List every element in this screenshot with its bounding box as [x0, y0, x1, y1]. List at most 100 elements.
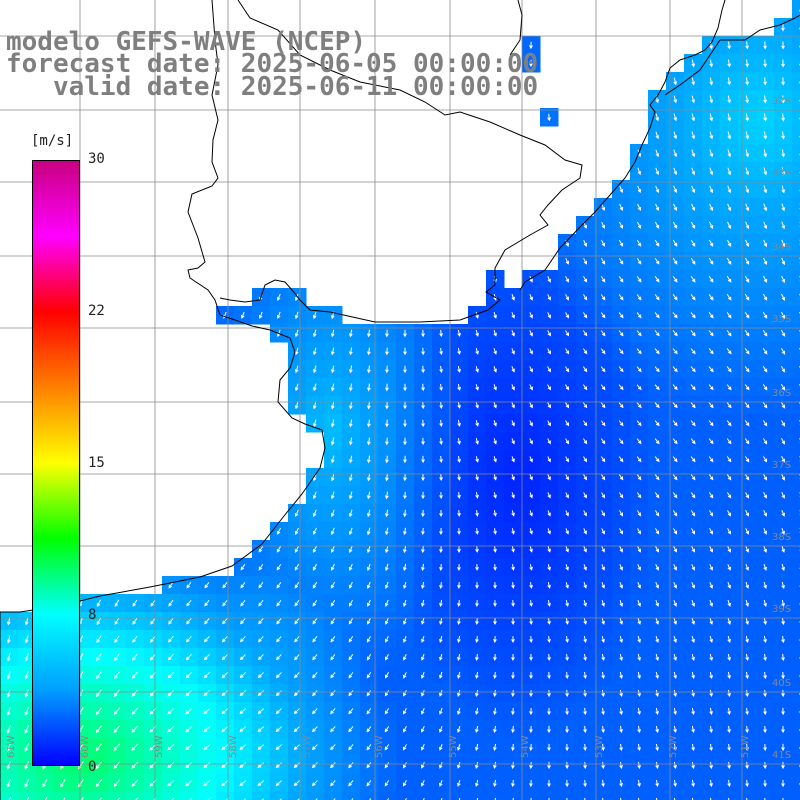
wind-arrow [402, 780, 407, 787]
wind-arrow [403, 419, 407, 428]
wind-arrow [312, 636, 318, 643]
wind-arrow [727, 653, 731, 662]
wind-arrow [421, 437, 425, 446]
wind-arrow [239, 744, 247, 751]
wind-arrow [293, 708, 300, 715]
wind-arrow [367, 383, 371, 392]
wind-arrow [493, 779, 497, 788]
wind-arrow [637, 797, 640, 800]
wind-arrow [26, 797, 30, 800]
wind-arrow [330, 726, 336, 733]
wind-arrow [167, 671, 174, 679]
wind-arrow [475, 348, 479, 355]
wind-arrow [475, 474, 479, 481]
wind-arrow [348, 419, 353, 428]
wind-arrow [311, 726, 318, 733]
wind-arrow [673, 113, 678, 122]
wind-arrow [257, 654, 264, 661]
wind-arrow [421, 365, 425, 374]
wind-arrow [672, 239, 678, 247]
wind-arrow [276, 527, 281, 535]
wind-arrow [348, 636, 354, 643]
wind-arrow [529, 654, 533, 662]
wind-arrow [529, 294, 533, 301]
wind-arrow [475, 546, 479, 553]
wind-arrow [745, 203, 750, 212]
wind-arrow [403, 491, 407, 500]
wind-arrow [330, 563, 335, 571]
wind-arrow [439, 527, 443, 536]
wind-arrow [565, 653, 569, 662]
wind-arrow [565, 725, 569, 734]
latitude-labels: 32S 33S 34S 35S 36S 37S 38S 39S 40S 41S [772, 96, 791, 761]
wind-arrow [781, 149, 786, 158]
wind-arrow [24, 707, 30, 716]
wind-arrow [673, 725, 677, 734]
wind-arrow [457, 635, 461, 643]
wind-arrow [439, 671, 443, 679]
wind-arrow [493, 510, 497, 517]
wind-arrow [493, 420, 497, 427]
wind-arrow [402, 744, 407, 751]
wind-arrow [439, 437, 443, 446]
wind-arrow [744, 438, 750, 445]
wind-arrow [131, 707, 139, 715]
wind-speed-cell [792, 144, 800, 163]
longitude-label: 59W [154, 735, 165, 758]
wind-arrow [330, 365, 335, 374]
wind-arrow [781, 420, 786, 427]
wind-arrow [403, 437, 407, 446]
wind-arrow [726, 456, 732, 463]
wind-arrow [672, 257, 678, 265]
wind-arrow [673, 546, 677, 553]
wind-arrow [422, 797, 425, 800]
wind-arrow [655, 564, 659, 571]
wind-arrow [384, 545, 389, 554]
wind-arrow [384, 780, 390, 787]
wind-arrow [654, 492, 660, 499]
wind-arrow [511, 725, 515, 734]
wind-arrow [763, 275, 768, 283]
wind-arrow [293, 744, 300, 751]
colorbar-tick-0: 0 [88, 759, 97, 775]
wind-speed-cell [792, 378, 800, 397]
wind-arrow [763, 456, 768, 463]
wind-arrow [421, 419, 425, 428]
wind-speed-cell [792, 36, 800, 55]
wind-arrow [402, 617, 407, 625]
wind-arrow [348, 654, 354, 661]
wind-arrow [203, 690, 211, 697]
wind-arrow [726, 239, 732, 247]
wind-arrow [547, 402, 551, 409]
wind-speed-cell [630, 792, 649, 800]
wind-arrow [511, 671, 515, 680]
wind-arrow [637, 707, 641, 716]
wind-arrow [348, 455, 353, 464]
wind-arrow [312, 329, 317, 338]
wind-arrow [582, 366, 588, 373]
wind-arrow [619, 617, 623, 625]
wind-arrow [366, 654, 372, 661]
wind-arrow [366, 780, 372, 787]
wind-arrow [673, 95, 678, 104]
wind-arrow [221, 744, 229, 751]
wind-arrow [96, 689, 102, 698]
wind-arrow [348, 581, 353, 589]
wind-speed-cell [450, 792, 469, 800]
wind-arrow [257, 780, 265, 787]
wind-arrow [293, 672, 300, 679]
wind-arrow [619, 599, 623, 607]
wind-arrow [565, 402, 570, 409]
wind-arrow [421, 329, 425, 338]
wind-speed-cell [360, 792, 379, 800]
wind-arrow [781, 545, 785, 553]
wind-arrow [203, 762, 211, 769]
wind-arrow [781, 438, 786, 445]
wind-arrow [762, 402, 768, 409]
wind-arrow [745, 779, 749, 788]
wind-speed-cell [774, 792, 793, 800]
wind-arrow [746, 797, 748, 800]
wind-arrow [654, 276, 660, 283]
wind-arrow [762, 438, 768, 445]
wind-arrow [439, 473, 443, 482]
